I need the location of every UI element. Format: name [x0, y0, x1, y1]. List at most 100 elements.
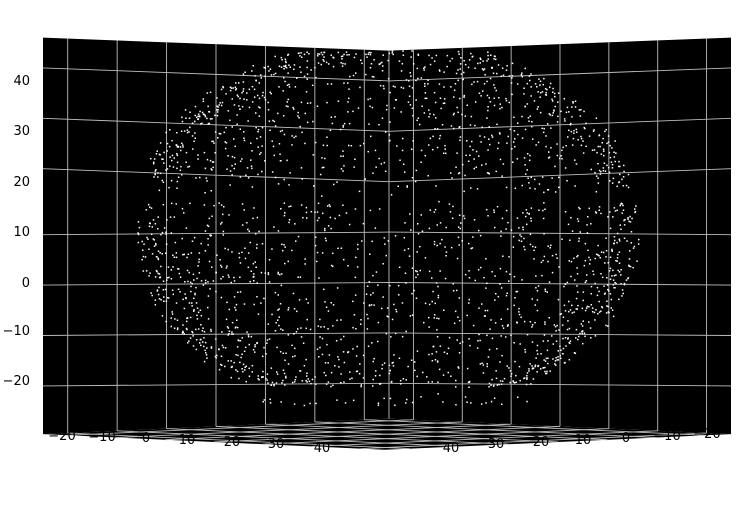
scatter-point [546, 291, 548, 293]
scatter-point [159, 276, 162, 278]
scatter-point [517, 133, 519, 136]
scatter-point [627, 277, 630, 279]
scatter-point [480, 141, 482, 143]
scatter-point [176, 161, 179, 164]
scatter-point [496, 72, 498, 75]
scatter-point [548, 317, 550, 319]
scatter-point [506, 365, 508, 367]
scatter-point [259, 153, 261, 155]
scatter-point [571, 230, 574, 232]
scatter-point [505, 186, 508, 189]
scatter-point [202, 284, 205, 286]
scatter-point [453, 112, 455, 115]
scatter-point [264, 160, 266, 162]
scatter-point [204, 341, 207, 344]
scatter-point [196, 314, 198, 317]
scatter-point [316, 211, 319, 213]
y-tick-label: −20 [693, 427, 720, 442]
scatter-point [201, 330, 204, 332]
scatter-point [563, 285, 565, 288]
scatter-point [497, 295, 500, 298]
scatter-point [451, 217, 454, 219]
scatter-point [347, 101, 349, 103]
scatter-point [554, 191, 557, 193]
scatter-point [477, 269, 480, 271]
scatter-point [340, 381, 342, 384]
scatter-point [244, 346, 247, 349]
scatter-point [282, 329, 284, 331]
scatter-point [561, 149, 563, 152]
scatter-point [515, 381, 517, 383]
scatter-point [463, 215, 465, 217]
scatter-point [306, 66, 308, 69]
scatter-point [273, 383, 275, 386]
scatter-point [559, 313, 561, 316]
scatter-point [627, 217, 629, 219]
scatter-point [510, 82, 513, 84]
scatter-point [575, 308, 577, 310]
scatter-point [306, 372, 308, 374]
scatter-point [489, 101, 492, 103]
scatter-point [400, 86, 403, 89]
scatter-point [264, 75, 266, 78]
scatter-point [220, 223, 222, 225]
scatter-point [603, 285, 605, 287]
scatter-point [204, 279, 207, 282]
scatter-point [569, 124, 572, 126]
scatter-point [326, 101, 328, 104]
scatter-point [202, 98, 205, 100]
scatter-point [555, 357, 557, 359]
scatter-point [305, 91, 308, 93]
scatter-point [530, 217, 532, 220]
scatter-point [283, 77, 285, 79]
scatter-point [629, 221, 632, 223]
scatter-point [415, 99, 417, 101]
scatter-point [383, 237, 386, 239]
scatter-point [278, 324, 280, 327]
scatter-point [542, 340, 545, 342]
scatter-point [163, 300, 165, 302]
scatter-point [623, 164, 625, 167]
scatter-point [305, 375, 308, 377]
scatter-point [508, 367, 510, 369]
scatter-point [442, 401, 444, 403]
scatter-point [199, 338, 202, 341]
scatter-point [446, 54, 449, 57]
scatter-point [565, 345, 567, 347]
scatter-point [286, 84, 289, 86]
scatter-point [343, 53, 345, 56]
scatter-point [567, 338, 569, 340]
scatter-point [343, 258, 345, 261]
scatter-point [509, 128, 511, 131]
scatter-point [216, 97, 218, 99]
scatter-point [538, 78, 540, 80]
scatter-point [208, 260, 211, 263]
scatter-point [242, 90, 244, 92]
scatter-point [511, 148, 513, 150]
scatter-point [555, 330, 557, 332]
scatter-point [525, 383, 528, 386]
scatter-point [154, 304, 157, 306]
scatter-point [381, 117, 384, 119]
scatter-point [506, 292, 508, 294]
scatter-point [197, 265, 199, 267]
scatter-point [166, 279, 168, 281]
scatter-point [519, 234, 521, 236]
scatter-point [545, 372, 548, 375]
scatter-point [305, 358, 307, 361]
scatter-point [398, 60, 401, 62]
scatter-point [379, 62, 382, 65]
scatter-point [303, 53, 306, 56]
scatter-point [239, 276, 241, 278]
scatter-point [586, 274, 588, 276]
scatter-point [184, 109, 187, 111]
scatter-point [497, 147, 499, 150]
scatter-point [609, 293, 612, 295]
scatter-point [218, 132, 221, 135]
scatter-point [571, 116, 573, 118]
scatter-point [612, 315, 615, 318]
scatter-point [368, 51, 370, 54]
scatter-point [261, 94, 264, 97]
scatter-point [285, 352, 287, 354]
scatter-point [330, 83, 333, 85]
